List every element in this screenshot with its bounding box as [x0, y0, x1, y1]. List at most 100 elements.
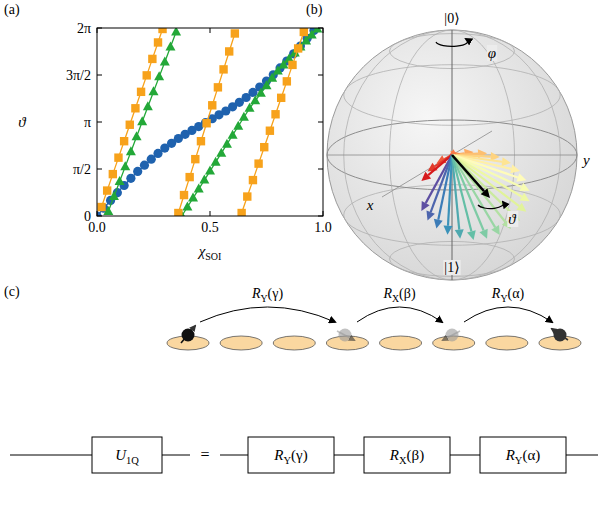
frame — [97, 28, 323, 216]
gate-label: RX(β) — [382, 286, 415, 304]
marker — [243, 192, 251, 200]
marker — [137, 116, 147, 125]
state-arrow — [426, 155, 452, 203]
state-arrow-head — [455, 229, 464, 238]
symbol: R — [273, 447, 283, 463]
marker — [211, 157, 221, 166]
axis-title: ϑ — [18, 114, 27, 130]
marker — [214, 83, 222, 91]
series-line — [102, 29, 304, 213]
quantum-dot — [486, 336, 528, 350]
tick — [97, 122, 102, 123]
state-arrow-head — [479, 229, 487, 239]
argument: (γ) — [291, 447, 308, 464]
shuttle-arc — [357, 307, 442, 322]
state-arrow — [448, 155, 452, 226]
plot-data — [97, 28, 322, 216]
symbol: R — [382, 286, 392, 301]
gate-label: RY(γ) — [273, 447, 307, 466]
marker — [185, 173, 193, 181]
state-label: |1⟩ — [444, 260, 459, 275]
label-patch — [443, 260, 460, 275]
tick — [318, 169, 323, 170]
marker — [182, 202, 192, 211]
gate-box — [92, 437, 162, 473]
tick-label: π/2 — [73, 162, 91, 177]
state-arrow-head — [516, 203, 526, 212]
panel-b: |0⟩|1⟩φϑxy — [327, 11, 590, 280]
marker — [132, 131, 142, 140]
marker — [154, 38, 162, 46]
marker — [191, 155, 199, 163]
marker — [294, 44, 302, 52]
state-arrow-head — [520, 183, 530, 191]
tick — [318, 216, 323, 217]
label-patch — [507, 211, 518, 227]
panel-label: (b) — [306, 2, 323, 18]
tick — [97, 28, 98, 33]
marker — [158, 28, 166, 33]
series-line — [108, 29, 317, 216]
tick — [318, 75, 323, 76]
state-arrow — [452, 155, 484, 230]
panel-c: RY(γ)RX(β)RY(α)U1Q=RY(γ)RX(β)RY(α) — [10, 286, 598, 473]
marker — [133, 167, 142, 176]
marker — [126, 146, 136, 155]
marker — [202, 119, 210, 127]
sphere — [327, 30, 577, 280]
symbol: R — [491, 286, 501, 301]
marker — [103, 186, 111, 194]
symbol: R — [505, 447, 515, 463]
tick-label: 0 — [84, 209, 91, 224]
gate-box — [248, 437, 334, 473]
state-arrow-head — [520, 193, 530, 201]
equals: = — [200, 446, 209, 463]
marker — [143, 71, 151, 79]
spin-arrow — [443, 331, 460, 340]
argument: (β) — [407, 447, 425, 464]
marker — [171, 28, 181, 35]
spin-arrow — [337, 331, 354, 340]
angle-label: φ — [488, 45, 496, 61]
equals-bg — [190, 443, 220, 467]
marker — [109, 170, 117, 178]
mean-arrow — [452, 155, 484, 191]
quantum-dot — [380, 336, 422, 350]
tick — [97, 211, 98, 216]
panel-label: (a) — [4, 2, 20, 18]
marker — [266, 127, 274, 135]
state-arrow-head — [510, 164, 520, 173]
marker — [231, 29, 239, 37]
state-arrow-head — [444, 226, 453, 235]
marker — [126, 174, 135, 183]
state-arrow-head — [516, 173, 526, 182]
marker — [148, 55, 156, 63]
gate-box — [364, 437, 450, 473]
tick-label: 3π/2 — [66, 68, 91, 83]
marker — [194, 184, 204, 193]
marker — [277, 94, 285, 102]
tick — [323, 28, 324, 33]
marker — [300, 28, 308, 36]
tick — [210, 28, 211, 33]
marker — [143, 101, 153, 110]
marker — [97, 211, 102, 216]
tick-label: 1.0 — [314, 220, 332, 235]
marker — [131, 104, 139, 112]
spin-arrow — [552, 329, 568, 340]
angle-label: ϑ — [508, 211, 517, 227]
marker — [205, 166, 215, 175]
marker — [219, 65, 227, 73]
axis-label: y — [581, 152, 590, 168]
phi-rotation — [436, 39, 468, 46]
tick — [97, 28, 102, 29]
quantum-dot — [220, 336, 262, 350]
tick — [97, 169, 102, 170]
marker — [120, 137, 128, 145]
theta-rotation — [478, 202, 504, 209]
symbol: R — [389, 447, 399, 463]
marker — [216, 148, 226, 157]
marker — [288, 61, 296, 69]
marker — [222, 139, 232, 148]
argument: (γ) — [268, 286, 284, 302]
